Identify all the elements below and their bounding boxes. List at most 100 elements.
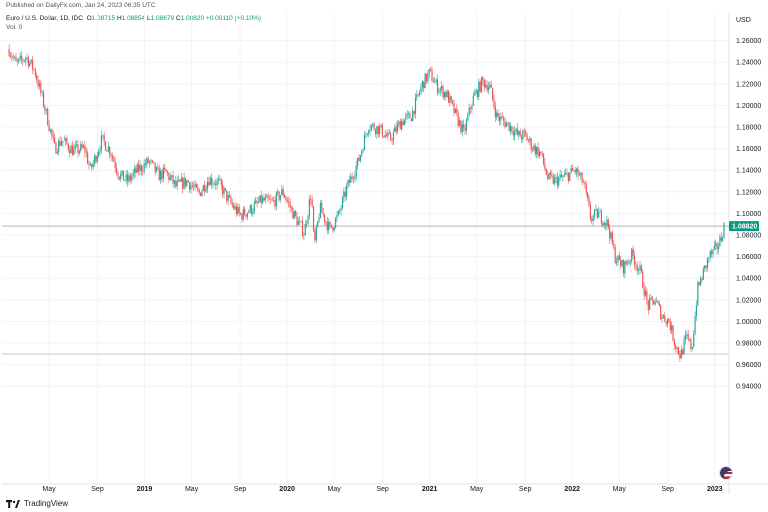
candle — [530, 137, 532, 154]
candle — [555, 173, 557, 183]
candle — [693, 330, 695, 348]
candle — [622, 259, 625, 277]
candle — [122, 170, 125, 181]
candle — [549, 169, 552, 180]
candle — [487, 82, 490, 94]
candle — [322, 208, 324, 217]
candle — [67, 142, 69, 153]
candle — [603, 220, 605, 230]
candle — [702, 266, 704, 280]
candle — [125, 170, 127, 185]
candle — [629, 259, 631, 267]
candle — [369, 124, 371, 136]
candle — [615, 256, 618, 267]
candle — [442, 84, 444, 100]
brand-name: TradingView — [24, 499, 69, 508]
candle — [15, 53, 17, 62]
candle — [194, 179, 196, 191]
candle — [633, 250, 636, 270]
candle — [463, 119, 465, 132]
x-tick-label: May — [328, 486, 342, 493]
x-tick-label: May — [470, 486, 484, 493]
candle — [354, 170, 356, 183]
candle — [348, 175, 350, 187]
candle — [270, 194, 272, 205]
candle — [383, 136, 385, 139]
candle — [16, 58, 18, 67]
candle — [587, 191, 589, 202]
candle — [124, 179, 126, 182]
candle — [296, 211, 298, 227]
candle — [256, 196, 258, 208]
candle — [129, 173, 131, 183]
candle — [73, 143, 75, 156]
candle — [424, 72, 426, 89]
time-axis[interactable]: May Sep 2019 May Sep 2020 May Sep 2021 May Sep 2022… — [42, 486, 722, 493]
candle — [593, 208, 596, 221]
candle — [413, 110, 415, 118]
candle — [212, 179, 214, 189]
candle — [620, 255, 622, 269]
candle — [479, 79, 481, 93]
candle — [333, 226, 335, 233]
candle — [716, 241, 718, 255]
candle — [529, 135, 531, 146]
candle — [542, 153, 545, 167]
candle — [551, 169, 553, 178]
candle — [701, 276, 703, 283]
candle — [425, 73, 428, 84]
close-label: C — [175, 15, 181, 22]
candle — [177, 175, 180, 183]
candle — [515, 127, 517, 135]
x-tick-label: 2020 — [279, 486, 295, 493]
x-tick-label: May — [613, 486, 627, 493]
candle — [208, 176, 210, 187]
low-value: 1.08679 — [150, 15, 175, 22]
y-tick-label: 1.20000 — [736, 103, 761, 110]
candle — [40, 80, 42, 97]
candle — [657, 299, 659, 304]
candle — [486, 80, 488, 93]
candle — [519, 128, 521, 137]
candle — [351, 172, 353, 182]
open-label: O — [86, 15, 92, 22]
candle — [606, 215, 608, 231]
open-value: 1.08715 — [91, 15, 116, 22]
candle — [224, 187, 226, 192]
candle — [370, 124, 372, 132]
candle — [239, 212, 242, 216]
price-axis[interactable]: USD 1.26000 1.24000 1.22000 1.20000 1.18000 1.… — [729, 17, 761, 391]
candle — [286, 197, 288, 204]
candle — [334, 216, 337, 229]
candle — [511, 125, 513, 135]
candle — [362, 148, 364, 154]
candle — [169, 172, 171, 182]
candle — [624, 260, 626, 279]
candle — [31, 56, 34, 75]
x-tick-label: 2019 — [137, 486, 153, 493]
candle — [255, 196, 257, 204]
candle — [454, 108, 457, 114]
candle — [215, 178, 217, 190]
candle — [683, 335, 685, 355]
volume-legend: Vol. 0 — [6, 24, 23, 31]
candle — [352, 175, 355, 184]
candle — [436, 74, 439, 96]
candle — [600, 208, 603, 227]
candle — [417, 93, 419, 97]
candle — [497, 109, 499, 122]
candle — [115, 162, 118, 176]
candle — [420, 83, 422, 96]
candle — [649, 293, 651, 311]
candle — [300, 220, 302, 223]
candle — [226, 190, 228, 205]
candle — [42, 89, 45, 109]
candle — [661, 313, 663, 323]
candle — [161, 168, 163, 183]
candle — [428, 68, 430, 78]
candle — [66, 134, 68, 146]
candle — [173, 179, 176, 189]
candle — [165, 168, 167, 172]
horizontal-lines — [2, 225, 729, 355]
